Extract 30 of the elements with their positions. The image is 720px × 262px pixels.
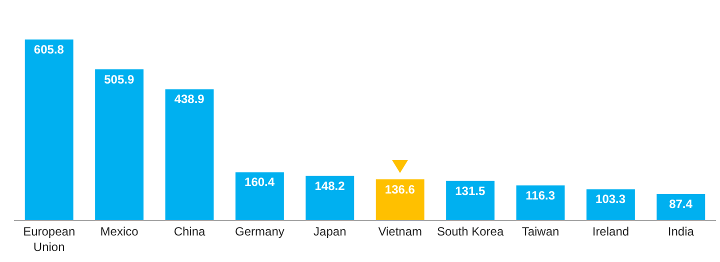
x-tick-label: Taiwan	[522, 224, 560, 238]
data-label: 131.5	[455, 184, 486, 198]
bar	[516, 185, 565, 220]
data-label: 87.4	[669, 196, 693, 211]
data-label: 103.3	[596, 192, 626, 206]
data-label: 438.9	[174, 92, 205, 106]
bar	[656, 194, 706, 220]
data-label: 505.9	[104, 72, 134, 86]
data-label: 605.8	[34, 42, 64, 56]
bar	[95, 69, 144, 220]
bar	[446, 180, 495, 220]
bar	[235, 172, 284, 220]
x-tick-label: Germany	[235, 224, 284, 238]
x-tick-label: European Union	[23, 224, 76, 254]
data-label: 116.3	[526, 188, 556, 202]
data-label: 160.4	[244, 175, 275, 190]
x-tick-label: South Korea	[436, 224, 504, 238]
data-label: 136.6	[384, 182, 416, 196]
bar	[165, 89, 214, 220]
x-tick-label: Japan	[314, 224, 346, 238]
bar	[586, 189, 635, 220]
data-label: 148.2	[314, 178, 346, 193]
bar	[306, 176, 354, 220]
bar	[24, 40, 74, 220]
x-tick-label: Ireland	[592, 224, 630, 238]
x-tick-label: India	[668, 224, 694, 238]
x-tick-label: Mexico	[100, 224, 139, 238]
x-tick-label: China	[174, 224, 206, 238]
x-tick-label: Vietnam	[378, 224, 422, 238]
bar	[376, 179, 424, 220]
